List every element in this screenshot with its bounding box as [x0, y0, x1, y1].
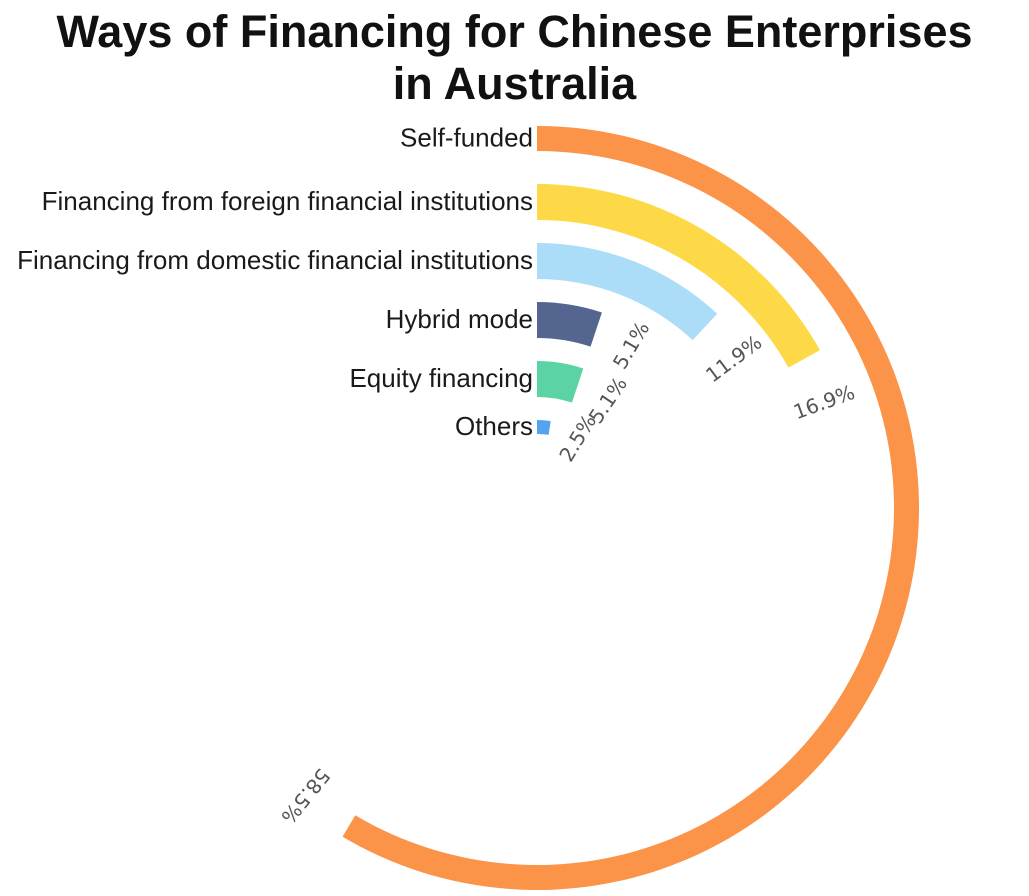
- chart-title-line-2: in Australia: [392, 58, 637, 109]
- category-label-self-funded: Self-funded: [400, 122, 533, 152]
- bar-self-funded[interactable]: [342, 126, 920, 890]
- category-label-hybrid-mode: Hybrid mode: [386, 304, 533, 334]
- bar-financing-from-foreign-financial-institutions[interactable]: [537, 184, 820, 368]
- value-label-hybrid-mode: 5.1%: [608, 317, 654, 373]
- value-label-financing-from-domestic-financial-institutions: 11.9%: [701, 330, 766, 387]
- value-label-self-funded: 58.5%: [276, 764, 335, 828]
- category-label-equity-financing: Equity financing: [349, 363, 533, 393]
- value-label-others: 2.5%: [554, 410, 601, 466]
- chart-title-line-1: Ways of Financing for Chinese Enterprise…: [56, 6, 973, 57]
- category-label-others: Others: [455, 411, 533, 441]
- chart-title: Ways of Financing for Chinese Enterprise…: [0, 6, 1029, 110]
- bar-hybrid-mode[interactable]: [537, 302, 602, 347]
- value-label-financing-from-foreign-financial-institutions: 16.9%: [790, 380, 858, 424]
- bar-others[interactable]: [537, 419, 551, 435]
- bar-financing-from-domestic-financial-institutions[interactable]: [537, 243, 718, 341]
- bar-equity-financing[interactable]: [537, 361, 584, 403]
- category-label-financing-from-domestic-financial-institutions: Financing from domestic financial instit…: [17, 245, 533, 275]
- category-label-financing-from-foreign-financial-institutions: Financing from foreign financial institu…: [42, 186, 533, 216]
